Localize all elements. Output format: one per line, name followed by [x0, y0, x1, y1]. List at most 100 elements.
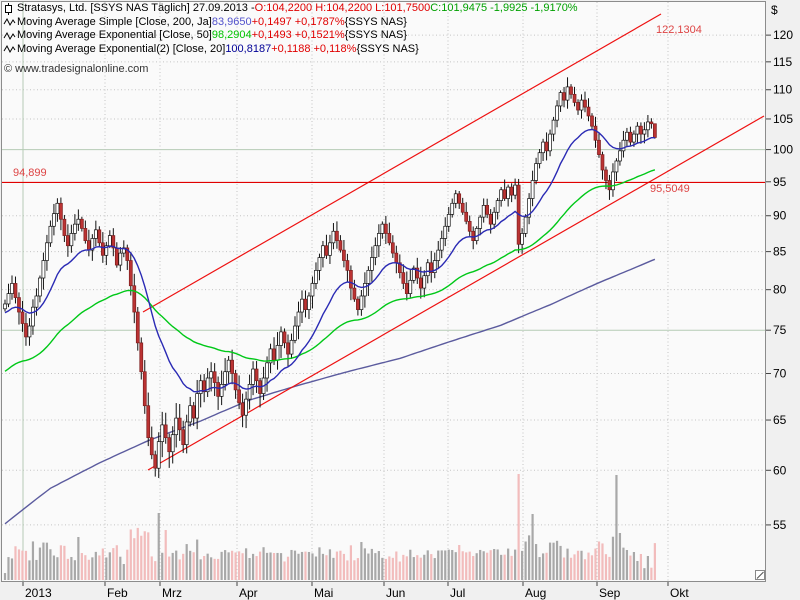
candle — [135, 311, 140, 344]
candle — [307, 295, 311, 310]
month-tick-label: 2013 — [25, 586, 52, 600]
candle — [432, 260, 437, 273]
candle — [167, 437, 172, 453]
volume-bar — [119, 556, 122, 580]
volume-bar — [87, 559, 90, 580]
candle — [492, 211, 497, 225]
candle — [632, 133, 636, 143]
ema20-line[interactable] — [4, 128, 655, 393]
volume-bar — [171, 552, 174, 580]
volume-bar — [590, 555, 594, 580]
volume-bar — [283, 561, 286, 580]
candle — [513, 184, 517, 196]
candle — [614, 160, 619, 173]
candle — [502, 189, 507, 199]
volume-bars — [3, 474, 656, 580]
candle — [422, 275, 427, 289]
price-tick-label: 100 — [773, 143, 793, 157]
candle — [10, 283, 14, 294]
ema50-line[interactable] — [4, 169, 656, 372]
volume-bar — [437, 550, 440, 580]
volume-bar — [395, 551, 398, 580]
sma200-line[interactable] — [4, 258, 656, 525]
volume-bar — [356, 558, 359, 580]
candle — [80, 218, 84, 229]
volume-bar — [611, 536, 615, 580]
candle — [59, 202, 63, 220]
price-tick-label: 85 — [773, 245, 787, 259]
candle — [317, 257, 322, 271]
candle — [132, 285, 137, 313]
volume-bar — [328, 549, 332, 580]
indicator-line-icon — [3, 16, 16, 28]
indicator-change: +0,1188 +0,118% — [271, 42, 357, 55]
volume-bar — [133, 538, 136, 580]
price-tick-label: 60 — [773, 463, 787, 477]
candle — [3, 303, 7, 310]
candle — [537, 152, 542, 164]
instrument-legend-row[interactable]: Stratasys, Ltd. [SSYS NAS Täglich] 27.09… — [3, 2, 578, 16]
candle — [356, 298, 360, 310]
volume-bar — [384, 558, 387, 580]
trendline-value-label-upper[interactable]: 122,1304 — [656, 24, 702, 36]
plot-area[interactable] — [2, 2, 765, 581]
candle — [349, 270, 353, 289]
candle — [202, 380, 207, 393]
volume-bar — [629, 555, 632, 580]
price-tick-label: 95 — [773, 175, 787, 189]
candle — [90, 238, 95, 251]
candle — [45, 242, 49, 261]
candle — [93, 229, 98, 239]
volume-bar — [192, 552, 195, 580]
indicator-label: Moving Average Exponential [Close, 50] — [17, 29, 212, 41]
candle — [226, 359, 231, 373]
volume-bar — [412, 557, 415, 580]
candle — [509, 186, 514, 196]
volume-bar — [17, 549, 21, 580]
volume-bar — [325, 555, 328, 580]
candle — [275, 345, 280, 361]
volume-bar — [80, 553, 83, 580]
volume-bar — [643, 568, 646, 580]
candle — [55, 202, 60, 214]
volume-bar — [272, 552, 276, 580]
candle — [66, 235, 70, 247]
indicator-legend-row-ema20[interactable]: Moving Average Exponential(2) [Close, 20… — [3, 43, 578, 57]
volume-bar — [482, 551, 485, 580]
volume-bar — [451, 549, 454, 580]
volume-bar — [210, 557, 213, 580]
indicator-legend-row-sma200[interactable]: Moving Average Simple [Close, 200, Ja] 8… — [3, 16, 578, 30]
candle — [184, 421, 189, 446]
volume-bar — [307, 551, 311, 580]
volume-bar — [608, 556, 611, 580]
volume-bar — [168, 556, 171, 580]
indicator-legend-row-ema50[interactable]: Moving Average Exponential [Close, 50] 9… — [3, 29, 578, 43]
resize-grip[interactable] — [755, 570, 765, 580]
indicator-change: +0,1497 +0,1787% — [251, 15, 345, 28]
candle — [408, 279, 413, 294]
price-tick-label: 80 — [773, 283, 787, 297]
candle — [24, 323, 28, 338]
volume-bar — [276, 552, 279, 580]
volume-bar — [653, 543, 656, 580]
volume-bar — [112, 548, 115, 580]
volume-bar — [517, 474, 520, 580]
trendline-value-label-lower[interactable]: 95,5049 — [650, 183, 690, 195]
volume-bar — [3, 573, 7, 580]
month-tick-label: Feb — [107, 586, 128, 600]
volume-bar — [10, 558, 14, 580]
instrument-title: Stratasys, Ltd. [SSYS NAS Täglich] 27.09… — [17, 2, 255, 14]
volume-bar — [548, 542, 552, 580]
volume-bar — [342, 553, 346, 580]
candle — [69, 233, 74, 247]
candle — [87, 240, 91, 251]
volume-bar — [367, 553, 370, 580]
volume-bar — [199, 559, 202, 580]
candle — [499, 189, 503, 201]
candle — [160, 424, 165, 443]
volume-bar — [545, 552, 548, 580]
volume-bar — [416, 555, 419, 580]
hline-value-label[interactable]: 94,899 — [13, 167, 47, 179]
volume-bar — [262, 547, 265, 580]
